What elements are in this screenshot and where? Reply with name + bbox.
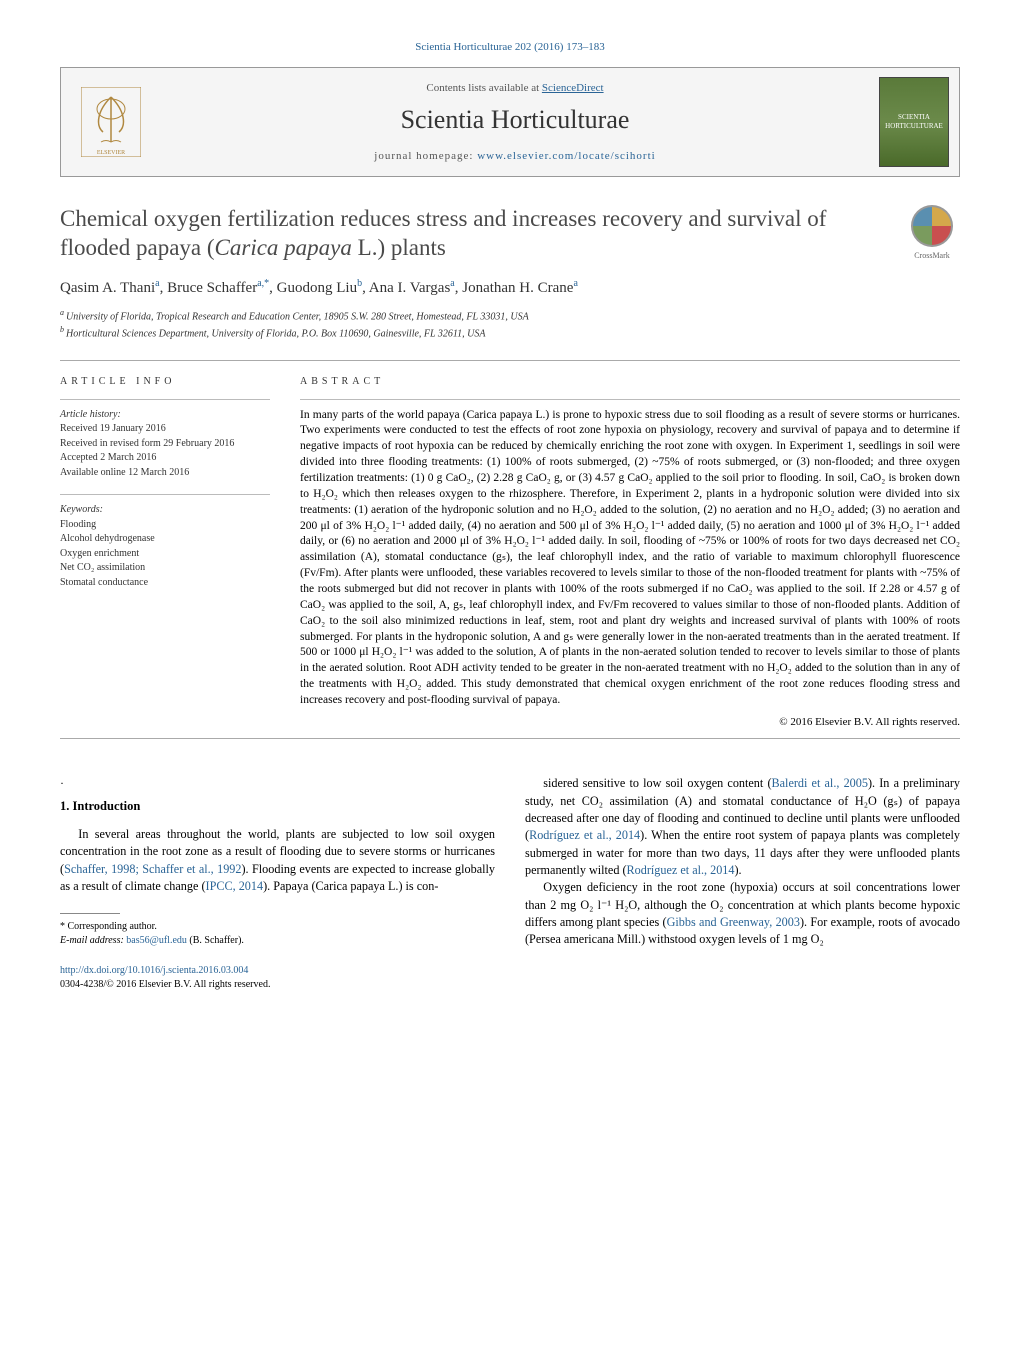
doi-block: http://dx.doi.org/10.1016/j.scienta.2016…: [60, 964, 495, 992]
journal-cover-box: SCIENTIA HORTICULTURAE: [869, 68, 959, 176]
affiliations: a University of Florida, Tropical Resear…: [60, 307, 960, 342]
ref-balerdi[interactable]: Balerdi et al., 2005: [772, 776, 868, 790]
cover-text-top: SCIENTIA: [898, 113, 930, 123]
right-para-1: sidered sensitive to low soil oxygen con…: [525, 775, 960, 879]
journal-homepage: journal homepage: www.elsevier.com/locat…: [171, 149, 859, 164]
abstract-copyright: © 2016 Elsevier B.V. All rights reserved…: [300, 715, 960, 730]
intro-heading: 1. Introduction: [60, 798, 495, 816]
author: Jonathan H. Crane: [462, 280, 573, 296]
ref-rodriguez-1[interactable]: Rodríguez et al., 2014: [529, 828, 640, 842]
keywords-block: Keywords: FloodingAlcohol dehydrogenaseO…: [60, 503, 270, 590]
abstract-divider: [300, 399, 960, 400]
abstract-column: abstract In many parts of the world papa…: [300, 375, 960, 731]
left-column: · 1. Introduction In several areas throu…: [60, 775, 495, 992]
crossmark-icon: [911, 205, 953, 247]
history-line: Received in revised form 29 February 201…: [60, 437, 270, 452]
elsevier-tree-icon: ELSEVIER: [81, 87, 141, 157]
issn-line: 0304-4238/© 2016 Elsevier B.V. All right…: [60, 979, 270, 990]
right-column: sidered sensitive to low soil oxygen con…: [525, 775, 960, 992]
crossmark-badge[interactable]: CrossMark: [904, 205, 960, 261]
author-sup: b: [357, 278, 362, 289]
header-citation: Scientia Horticulturae 202 (2016) 173–18…: [60, 40, 960, 55]
journal-cover-icon: SCIENTIA HORTICULTURAE: [879, 77, 949, 167]
text: ). Papaya (Carica papaya L.) is con-: [263, 879, 438, 893]
author-sup: a,*: [257, 278, 269, 289]
title-post: L.) plants: [352, 235, 446, 260]
email-link[interactable]: bas56@ufl.edu: [126, 935, 187, 946]
affiliation: a University of Florida, Tropical Resear…: [60, 307, 960, 324]
info-divider: [60, 494, 270, 495]
doi-link[interactable]: http://dx.doi.org/10.1016/j.scienta.2016…: [60, 965, 248, 976]
info-divider: [60, 399, 270, 400]
banner-center: Contents lists available at ScienceDirec…: [161, 75, 869, 170]
article-info-column: article info Article history: Received 1…: [60, 375, 270, 731]
email-post: (B. Schaffer).: [187, 935, 244, 946]
history-line: Received 19 January 2016: [60, 422, 270, 437]
keyword: Alcohol dehydrogenase: [60, 532, 270, 547]
affiliation-sup: b: [60, 325, 66, 334]
text: ).: [735, 863, 742, 877]
cover-text-bottom: HORTICULTURAE: [885, 122, 943, 132]
email-label: E-mail address:: [60, 935, 126, 946]
corresponding-author: * Corresponding author.: [60, 920, 495, 934]
homepage-label: journal homepage:: [374, 150, 477, 162]
svg-text:ELSEVIER: ELSEVIER: [97, 150, 125, 156]
article-info-heading: article info: [60, 375, 270, 389]
author: Ana I. Vargas: [369, 280, 451, 296]
keyword: Oxygen enrichment: [60, 547, 270, 562]
title-italic: Carica papaya: [215, 235, 352, 260]
text: sidered sensitive to low soil oxygen con…: [543, 776, 771, 790]
author-sup: a: [573, 278, 577, 289]
affiliation-sup: a: [60, 308, 66, 317]
section-dot: ·: [60, 775, 495, 792]
author: Qasim A. Thani: [60, 280, 155, 296]
sciencedirect-link[interactable]: ScienceDirect: [542, 82, 604, 94]
authors-line: Qasim A. Thania, Bruce Schaffera,*, Guod…: [60, 277, 960, 299]
author: Bruce Schaffer: [167, 280, 257, 296]
abstract-text: In many parts of the world papaya (Caric…: [300, 408, 960, 709]
email-line: E-mail address: bas56@ufl.edu (B. Schaff…: [60, 934, 495, 948]
ref-ipcc[interactable]: IPCC, 2014: [206, 879, 264, 893]
article-title: Chemical oxygen fertilization reduces st…: [60, 205, 884, 263]
keyword: Net CO₂ assimilation: [60, 561, 270, 576]
intro-para-1: In several areas throughout the world, p…: [60, 826, 495, 895]
author-sup: a: [450, 278, 454, 289]
crossmark-label: CrossMark: [914, 250, 950, 261]
abstract-heading: abstract: [300, 375, 960, 389]
divider: [60, 738, 960, 739]
history-line: Available online 12 March 2016: [60, 466, 270, 481]
ref-schaffer[interactable]: Schaffer, 1998; Schaffer et al., 1992: [64, 862, 241, 876]
history-label: Article history:: [60, 408, 270, 423]
keyword: Flooding: [60, 518, 270, 533]
contents-text: Contents lists available at: [426, 82, 541, 94]
history-line: Accepted 2 March 2016: [60, 451, 270, 466]
right-para-2: Oxygen deficiency in the root zone (hypo…: [525, 879, 960, 948]
homepage-link[interactable]: www.elsevier.com/locate/scihorti: [477, 150, 656, 162]
journal-name: Scientia Horticulturae: [171, 102, 859, 138]
body-columns: · 1. Introduction In several areas throu…: [60, 775, 960, 992]
contents-line: Contents lists available at ScienceDirec…: [171, 81, 859, 96]
journal-banner: ELSEVIER Contents lists available at Sci…: [60, 67, 960, 177]
article-history: Article history: Received 19 January 201…: [60, 408, 270, 481]
keyword: Stomatal conductance: [60, 576, 270, 591]
elsevier-logo-box: ELSEVIER: [61, 68, 161, 176]
footnote-separator: [60, 913, 120, 914]
divider: [60, 360, 960, 361]
affiliation: b Horticultural Sciences Department, Uni…: [60, 324, 960, 341]
ref-gibbs[interactable]: Gibbs and Greenway, 2003: [667, 915, 800, 929]
ref-rodriguez-2[interactable]: Rodríguez et al., 2014: [627, 863, 735, 877]
author: Guodong Liu: [277, 280, 357, 296]
keywords-label: Keywords:: [60, 503, 270, 518]
author-sup: a: [155, 278, 159, 289]
